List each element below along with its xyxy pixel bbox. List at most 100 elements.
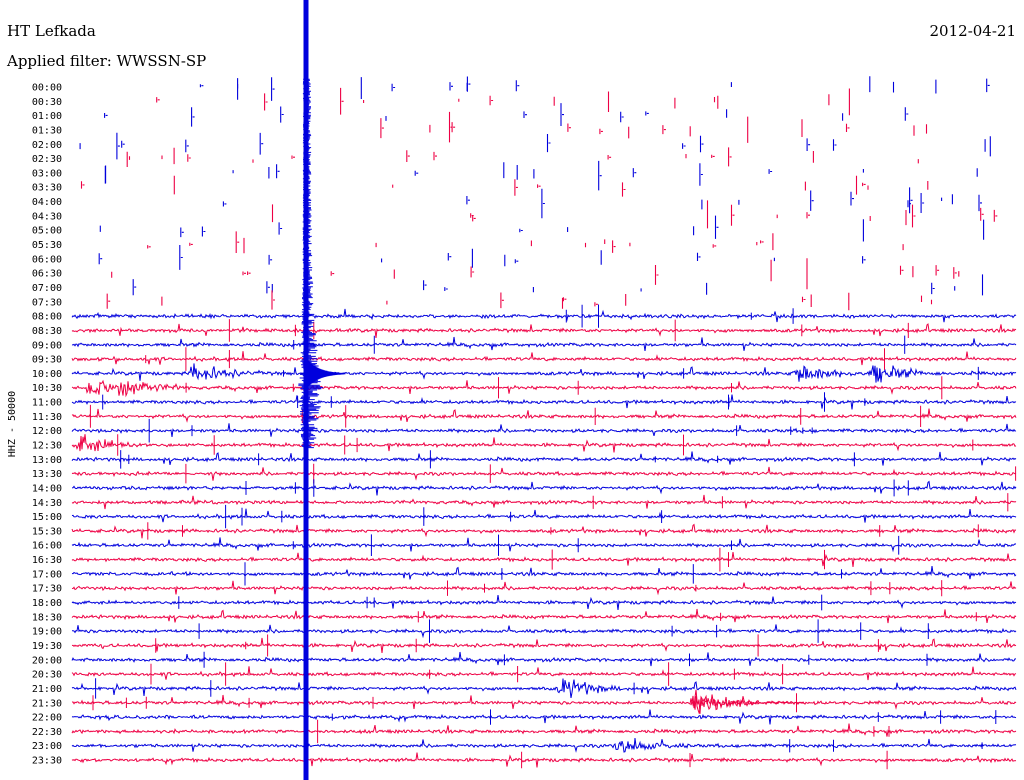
trace-row-2030	[71, 662, 1017, 686]
row-label: 22:00	[32, 713, 62, 724]
trace-row-1130	[71, 404, 1017, 428]
row-label: 12:00	[32, 426, 62, 437]
trace-row-1900	[72, 619, 1017, 643]
trace-row-1100	[71, 392, 1017, 412]
trace-row-2330	[71, 750, 1017, 770]
y-axis-label: HHZ - 50000	[7, 391, 18, 457]
row-label: 02:30	[32, 154, 62, 165]
row-label: 18:30	[32, 612, 62, 623]
row-label: 10:30	[32, 383, 62, 394]
trace-row-0330	[80, 175, 929, 197]
trace-row-0500	[99, 215, 985, 242]
row-label: 13:00	[32, 455, 62, 466]
trace-row-1200	[71, 418, 1017, 443]
row-label: 19:30	[32, 641, 62, 652]
row-label: 00:30	[32, 97, 62, 108]
row-label: 17:00	[32, 569, 62, 580]
trace-row-0400	[222, 187, 982, 219]
row-label: 06:30	[32, 269, 62, 280]
row-label: 14:30	[32, 498, 62, 509]
trace-row-1730	[71, 580, 1017, 597]
row-label: 23:00	[32, 741, 62, 752]
row-label: 03:00	[32, 168, 62, 179]
row-label: 10:00	[32, 369, 62, 380]
row-label: 19:00	[32, 627, 62, 638]
row-label: 11:30	[32, 412, 62, 423]
row-label: 22:30	[32, 727, 62, 738]
row-label: 01:00	[32, 111, 62, 122]
row-label: 16:00	[32, 541, 62, 552]
trace-row-2130	[71, 689, 1017, 715]
trace-row-0230	[126, 147, 919, 167]
row-label: 04:00	[32, 197, 62, 208]
trace-row-0630	[111, 258, 960, 290]
major-event-burst	[298, 0, 346, 780]
row-label: 09:30	[32, 355, 62, 366]
row-label: 20:00	[32, 655, 62, 666]
row-label: 07:00	[32, 283, 62, 294]
trace-row-1000	[71, 363, 1017, 383]
row-label: 23:30	[32, 756, 62, 767]
row-label: 05:30	[32, 240, 62, 251]
row-label: 04:30	[32, 211, 62, 222]
trace-row-1630	[71, 547, 1017, 572]
row-label: 11:00	[32, 398, 62, 409]
trace-row-0730	[106, 290, 933, 311]
trace-row-0600	[98, 245, 866, 270]
trace-row-1800	[71, 594, 1017, 611]
trace-row-0830	[71, 319, 1017, 342]
row-label: 09:00	[32, 340, 62, 351]
row-labels: 00:00 00:30 01:00 01:30 02:00 02:30 03:00 03:30…	[32, 83, 62, 767]
trace-row-1300	[71, 450, 1017, 469]
row-label: 13:30	[32, 469, 62, 480]
trace-row-0030	[156, 87, 850, 116]
trace-row-0530	[147, 231, 904, 254]
row-label: 17:30	[32, 584, 62, 595]
date-label: 2012-04-21	[930, 22, 1016, 40]
trace-row-0000	[199, 76, 990, 101]
trace-row-2200	[71, 709, 1017, 725]
trace-row-0930	[71, 347, 1017, 371]
row-label: 15:00	[32, 512, 62, 523]
trace-row-1330	[71, 463, 1017, 484]
trace-row-1530	[71, 522, 1017, 540]
trace-row-0800	[71, 304, 1017, 328]
row-label: 00:00	[32, 83, 62, 94]
row-label: 16:30	[32, 555, 62, 566]
row-label: 08:30	[32, 326, 62, 337]
trace-row-0300	[104, 160, 978, 191]
row-label: 02:00	[32, 140, 62, 151]
row-label: 14:00	[32, 483, 62, 494]
trace-row-1830	[71, 608, 1017, 624]
row-label: 21:00	[32, 684, 62, 695]
row-label: 05:00	[32, 226, 62, 237]
trace-row-1700	[71, 562, 1017, 586]
trace-row-1500	[71, 504, 1017, 529]
trace-row-0700	[132, 274, 984, 296]
trace-row-0430	[271, 200, 998, 229]
trace-row-1600	[71, 534, 1017, 556]
trace-row-0100	[104, 103, 909, 127]
trace-row-2100	[71, 678, 1017, 699]
trace-row-0200	[79, 132, 991, 160]
station-title: HT Lefkada	[7, 22, 96, 40]
trace-row-1430	[71, 493, 1017, 512]
trace-row-0900	[71, 335, 1017, 354]
trace-row-2230	[71, 719, 1017, 744]
trace-row-2300	[71, 737, 1017, 753]
row-label: 15:30	[32, 526, 62, 537]
row-label: 12:30	[32, 441, 62, 452]
row-label: 21:30	[32, 698, 62, 709]
trace-row-1400	[71, 479, 1017, 497]
row-label: 18:00	[32, 598, 62, 609]
row-label: 03:30	[32, 183, 62, 194]
trace-row-1030	[71, 376, 1017, 400]
row-label: 07:30	[32, 297, 62, 308]
filter-label: Applied filter: WWSSN-SP	[6, 52, 206, 70]
row-label: 08:00	[32, 312, 62, 323]
trace-row-1930	[71, 634, 1017, 657]
traces	[71, 76, 1017, 770]
trace-row-1230	[71, 434, 1017, 456]
row-label: 01:30	[32, 125, 62, 136]
